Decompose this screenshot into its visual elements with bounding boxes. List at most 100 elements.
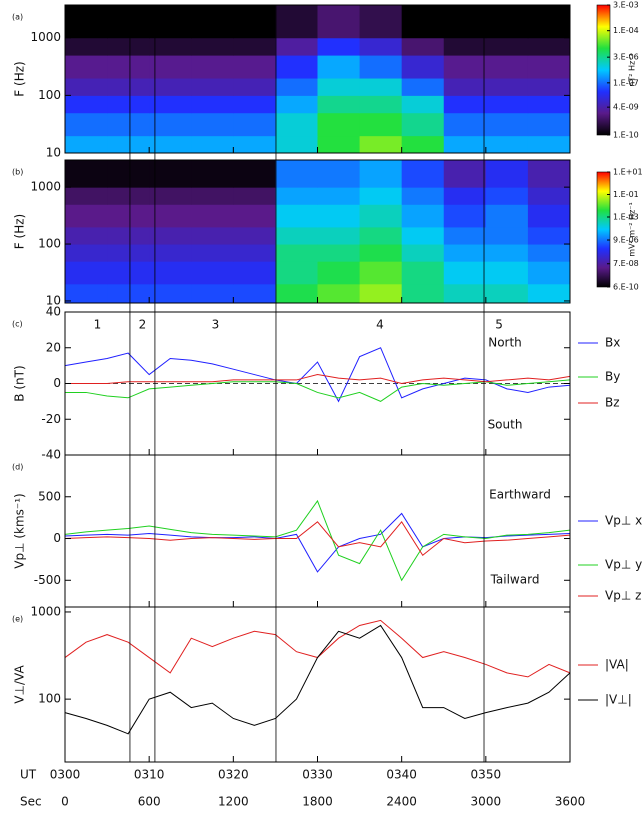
legend-label: Vp⊥ y — [605, 558, 642, 572]
spectrogram-cell — [233, 283, 276, 304]
y-tick-label: 40 — [46, 305, 61, 319]
spectrogram-cell — [317, 283, 361, 304]
spectrogram-cell — [317, 187, 361, 205]
spectrogram-cell — [443, 283, 487, 304]
spectrogram-cell — [107, 5, 150, 39]
spectrogram-cell — [359, 187, 403, 205]
spectrogram-cell — [275, 226, 318, 245]
colorbar-label: mV² m⁻² Hz⁻¹ — [628, 202, 637, 256]
spectrogram-cell — [65, 112, 108, 137]
x-tick-label: 0320 — [218, 768, 249, 782]
spectrogram-cell — [401, 5, 445, 39]
spectrogram-cell — [65, 226, 108, 245]
spectrogram-cell — [359, 112, 403, 137]
y-tick-label: -20 — [41, 412, 61, 426]
y-tick-label: 10 — [46, 293, 61, 307]
spectrogram-cell — [317, 5, 361, 39]
x2-tick-label: 600 — [138, 795, 161, 809]
panel-label: (b) — [12, 168, 23, 177]
panel-label: (c) — [12, 320, 23, 329]
spectrogram-cell — [443, 160, 487, 188]
spectrogram-cell — [527, 204, 571, 228]
spectrogram-cell — [359, 55, 403, 79]
spectrogram-cell — [317, 135, 361, 154]
spectrogram-cell — [149, 160, 192, 188]
spectrogram-cell — [191, 55, 234, 79]
spectrogram-cell — [527, 55, 571, 79]
panel — [65, 160, 571, 304]
series-line — [64, 499, 571, 582]
y-axis-label: B (nT) — [13, 365, 27, 401]
spectrogram-cell — [149, 37, 192, 56]
spectrogram-cell — [401, 283, 445, 304]
spectrogram-cell — [527, 244, 571, 262]
series-line — [64, 619, 571, 678]
spectrogram-cell — [401, 160, 445, 188]
spectrogram-cell — [275, 187, 318, 205]
series-line — [64, 347, 571, 403]
legend-label: |V⊥| — [605, 693, 632, 707]
colorbar-tick-label: 1.E-07 — [613, 78, 639, 87]
spectrogram-cell — [233, 204, 276, 228]
spectrogram-cell — [149, 244, 192, 262]
spectrogram-cell — [359, 226, 403, 245]
series-line — [64, 512, 571, 573]
colorbar-tick-label: 7.E-08 — [613, 259, 639, 268]
spectrogram-cell — [401, 37, 445, 56]
panel-label: (e) — [12, 615, 23, 624]
colorbar-tick-label: 1.E-04 — [613, 26, 639, 35]
colorbar-tick-label: 9.E-06 — [613, 236, 639, 245]
spectrogram-cell — [527, 283, 571, 304]
spectrogram-cell — [359, 244, 403, 262]
spectrogram-cell — [443, 37, 487, 56]
spectrogram-cell — [275, 204, 318, 228]
spectrogram-cell — [485, 95, 529, 114]
spectrogram-cell — [443, 135, 487, 154]
spectrogram-cell — [443, 95, 487, 114]
legend-label: Bx — [605, 336, 620, 350]
spectrogram-cell — [149, 55, 192, 79]
colorbar-label: nT² Hz⁻¹ — [628, 53, 637, 86]
spectrogram-cell — [107, 204, 150, 228]
spectrogram-cell — [233, 55, 276, 79]
spectrogram-cell — [485, 187, 529, 205]
spectrogram-cell — [233, 187, 276, 205]
colorbar-tick-label: 1.E+01 — [613, 168, 643, 177]
y-axis-label: F (Hz) — [13, 61, 27, 96]
series-line — [65, 374, 571, 385]
spectrogram-cell — [527, 112, 571, 137]
spectrogram-cell — [275, 78, 318, 96]
spectrogram-cell — [359, 37, 403, 56]
spectrogram-cell — [65, 160, 108, 188]
x-tick-label: 0310 — [134, 768, 165, 782]
spectrogram-cell — [107, 261, 150, 285]
spectrogram-cell — [527, 261, 571, 285]
spectrogram-cell — [359, 204, 403, 228]
spectrogram-cell — [275, 37, 318, 56]
spectrogram-cell — [485, 78, 529, 96]
spectrogram-cell — [107, 283, 150, 304]
spectrogram-cell — [359, 95, 403, 114]
annotation: North — [488, 336, 522, 350]
spectrogram-cell — [191, 261, 234, 285]
x-tick-label: 0340 — [386, 768, 417, 782]
spectrogram-cell — [191, 244, 234, 262]
spectrogram-cell — [149, 112, 192, 137]
spectrogram-cell — [485, 160, 529, 188]
spectrogram-cell — [275, 261, 318, 285]
spectrogram-cell — [317, 55, 361, 79]
y-tick-label: 100 — [38, 237, 61, 251]
spectrogram-cell — [527, 78, 571, 96]
spectrogram-cell — [149, 5, 192, 39]
spectrogram-cell — [401, 95, 445, 114]
spectrogram-cell — [149, 135, 192, 154]
x-tick-label: 0330 — [302, 768, 333, 782]
spectrogram-cell — [233, 244, 276, 262]
spectrogram-cell — [65, 37, 108, 56]
spectrogram-cell — [107, 95, 150, 114]
panel — [65, 5, 571, 154]
region-label: 4 — [376, 318, 384, 332]
spectrogram-cell — [443, 244, 487, 262]
spectrogram-cell — [191, 187, 234, 205]
